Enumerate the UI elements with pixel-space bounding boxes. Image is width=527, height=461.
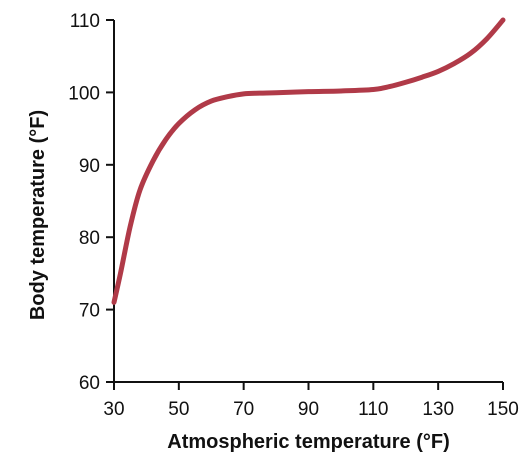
x-ticks: 30 50 70 90 110 130 150 — [103, 382, 519, 420]
x-tick-label: 150 — [487, 399, 519, 420]
y-tick-label: 100 — [68, 83, 100, 104]
y-ticks: 60 70 80 90 100 110 — [68, 11, 114, 394]
y-tick-label: 90 — [79, 156, 100, 177]
x-tick-label: 30 — [103, 399, 124, 420]
axes: 30 50 70 90 110 130 150 60 70 80 90 100 110 — [68, 11, 519, 420]
x-axis-title: Atmospheric temperature (°F) — [167, 431, 450, 453]
y-tick-label: 70 — [79, 301, 100, 322]
y-tick-label: 80 — [79, 228, 100, 249]
y-tick-label: 60 — [79, 373, 100, 394]
x-tick-label: 50 — [168, 399, 189, 420]
y-tick-label: 110 — [70, 11, 100, 32]
x-tick-label: 90 — [298, 399, 319, 420]
x-tick-label: 110 — [358, 399, 388, 420]
x-tick-label: 70 — [233, 399, 254, 420]
x-tick-label: 130 — [422, 399, 454, 420]
y-axis-title: Body temperature (°F) — [27, 110, 49, 320]
body-temperature-curve — [111, 17, 506, 305]
